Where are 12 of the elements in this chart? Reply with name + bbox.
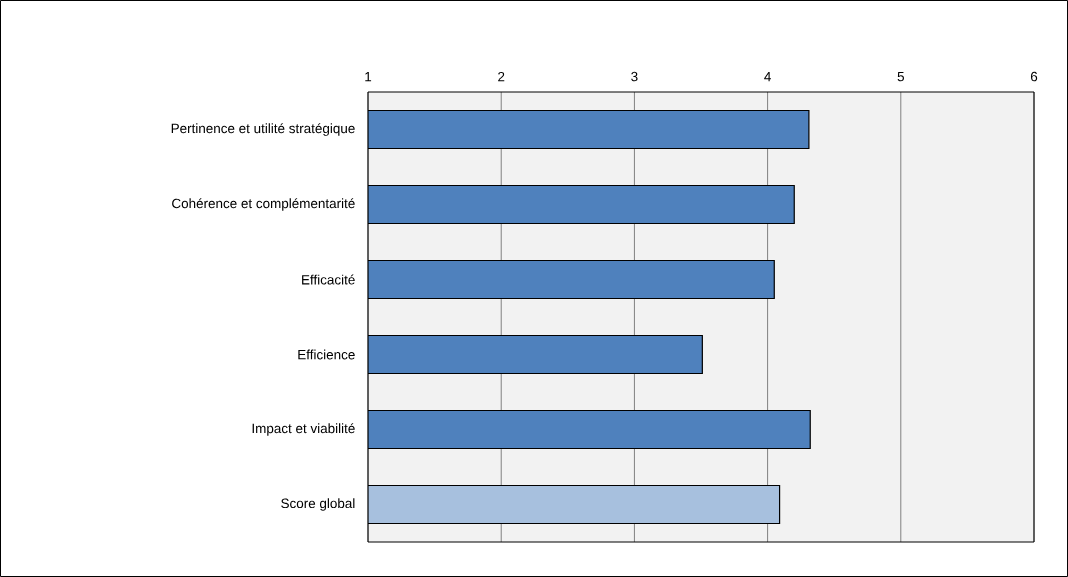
- y-tick-label: Cohérence et complémentarité: [172, 198, 355, 211]
- x-tick-label: 4: [764, 72, 771, 82]
- x-tick-label: 1: [365, 72, 372, 82]
- y-tick-label: Score global: [281, 498, 355, 511]
- x-tick-label: 3: [631, 71, 638, 82]
- x-tick-label: 6: [1030, 71, 1038, 82]
- y-tick-label: Efficacité: [302, 274, 355, 285]
- y-tick-label: Pertinence et utilité stratégique: [171, 123, 355, 136]
- y-tick-label: Efficience: [298, 349, 355, 360]
- x-tick-label: 2: [498, 71, 505, 82]
- y-tick-label: Impact et viabilité: [252, 423, 355, 436]
- x-tick-label: 5: [897, 71, 904, 82]
